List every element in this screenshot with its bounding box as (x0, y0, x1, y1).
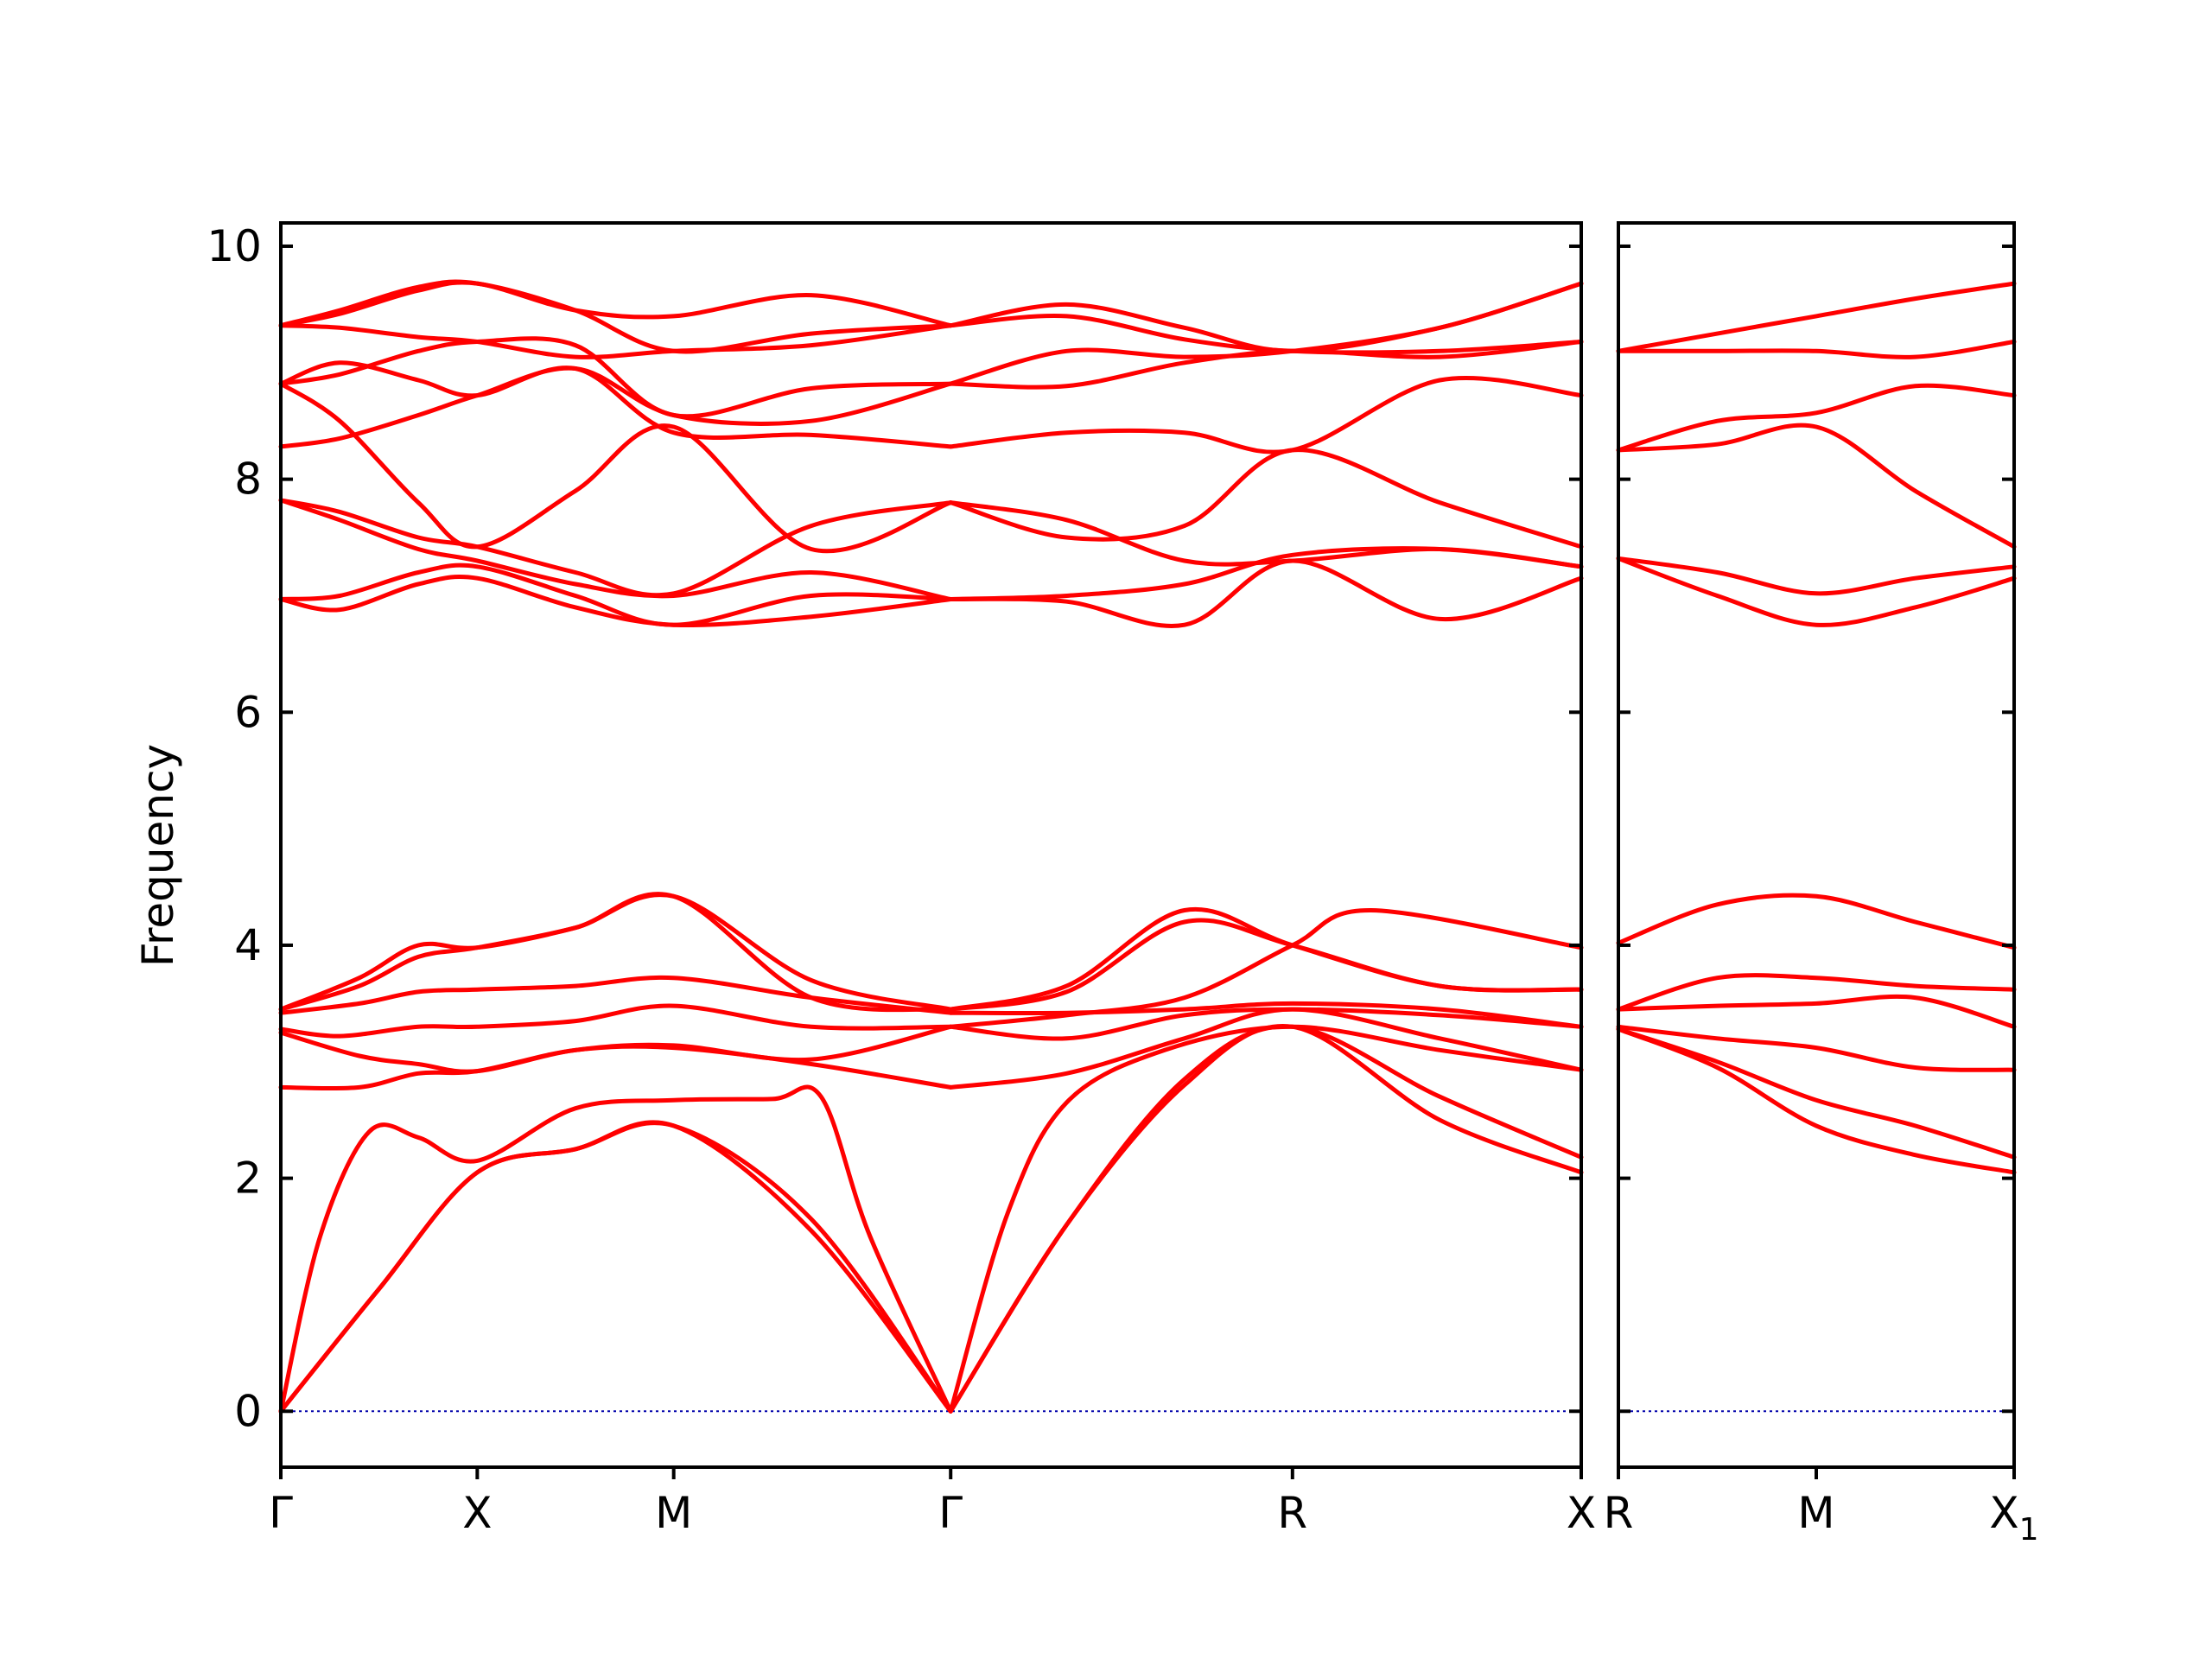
phonon-band (278, 498, 953, 598)
phonon-band (948, 448, 1584, 550)
x-tick-label: Γ (269, 1488, 293, 1538)
x-tick-label: R (1277, 1488, 1307, 1538)
x-tick-label: X1 (1989, 1488, 2038, 1548)
phonon-band (278, 498, 953, 601)
phonon-band (1616, 556, 2017, 596)
phonon-band (948, 1007, 1584, 1041)
phonon-band (1616, 556, 2017, 627)
phonon-band (1616, 1027, 2017, 1175)
y-axis-label: Frequency (133, 744, 183, 967)
y-tick-label: 8 (234, 454, 262, 505)
phonon-band (278, 563, 953, 627)
x-tick-label: M (655, 1488, 692, 1538)
phonon-band (948, 314, 1584, 355)
phonon-band (948, 1007, 1584, 1090)
phonon-band (1616, 383, 2017, 453)
x-tick-label: X (1567, 1488, 1596, 1538)
phonon-band (278, 1024, 953, 1074)
y-tick-label: 6 (234, 687, 262, 737)
phonon-band (1616, 1024, 2017, 1072)
panel-frame (279, 221, 1583, 1469)
y-tick-label: 4 (234, 920, 262, 970)
y-tick-label: 0 (234, 1386, 262, 1436)
x-tick-label: Γ (938, 1488, 963, 1538)
phonon-band (948, 375, 1584, 454)
phonon-band (278, 1121, 953, 1414)
phonon-band (278, 575, 953, 627)
phonon-band (1616, 994, 2017, 1029)
phonon-band (948, 558, 1584, 628)
phonon-band (1616, 281, 2017, 353)
x-tick-label: M (1797, 1488, 1834, 1538)
phonon-band (1616, 1027, 2017, 1160)
phonon-band (278, 1003, 953, 1039)
phonon-band (948, 1001, 1584, 1029)
phonon-band (1616, 423, 2017, 550)
phonon-band (948, 918, 1584, 1012)
phonon-band (278, 336, 953, 419)
phonon-band (948, 1024, 1584, 1414)
x-tick-label: X (462, 1488, 492, 1538)
x-tick-label: R (1604, 1488, 1634, 1538)
y-tick-label: 10 (207, 221, 262, 271)
phonon-band (1616, 340, 2017, 359)
panel-2: R M X1 (1604, 221, 2039, 1548)
phonon-band (1616, 973, 2017, 1012)
phonon-band (278, 381, 953, 554)
phonon-band (278, 280, 953, 328)
phonon-band (948, 1024, 1584, 1414)
phonon-band (948, 500, 1584, 569)
phonon-band (278, 892, 953, 1013)
phonon-band (278, 1084, 953, 1414)
y-tick-label: 2 (234, 1154, 262, 1204)
phonon-band (1616, 893, 2017, 950)
phonon-band (948, 907, 1584, 1029)
phonon-band (278, 323, 953, 359)
